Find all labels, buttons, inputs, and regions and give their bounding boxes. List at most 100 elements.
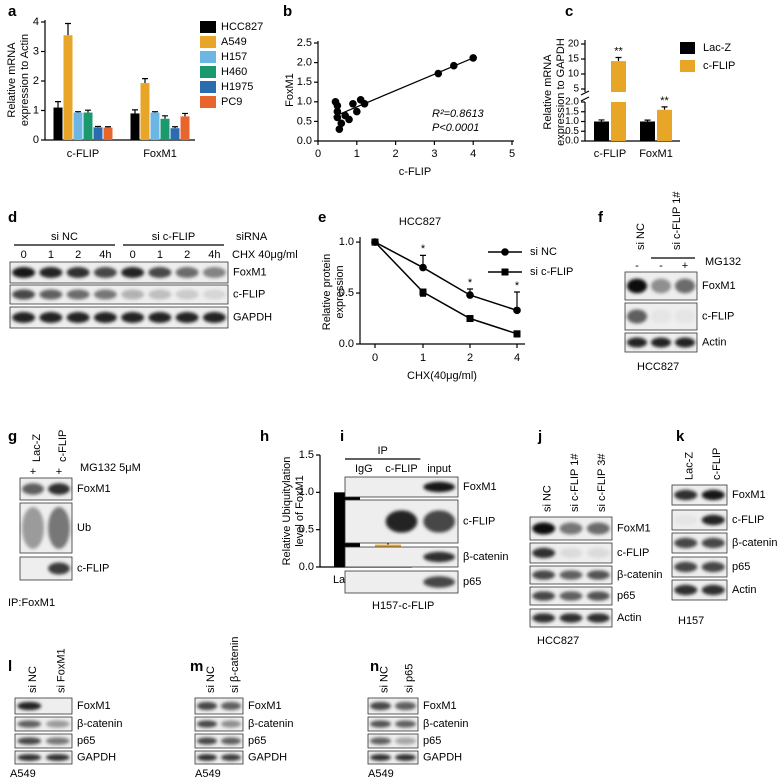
row-label: c-FLIP — [233, 288, 265, 300]
y-tick-label: 0.0 — [339, 338, 354, 350]
y-tick-label: 5 — [573, 84, 579, 95]
band — [45, 737, 70, 745]
error-bar — [661, 106, 668, 110]
band — [674, 278, 696, 294]
y-tick-label: 0.0 — [299, 561, 314, 573]
band — [674, 584, 698, 596]
band — [370, 701, 391, 711]
lane-label: si NC — [27, 666, 39, 693]
y-tick-label: 2 — [33, 75, 39, 87]
legend-label: H460 — [221, 66, 247, 78]
band — [93, 289, 117, 300]
bar — [150, 112, 160, 140]
panel-letter: l — [8, 658, 12, 675]
bar — [657, 109, 672, 141]
y-tick-label: 20 — [568, 39, 580, 50]
band — [385, 510, 418, 533]
band — [650, 309, 672, 324]
legend-label: Lac-Z — [703, 42, 731, 54]
row-label: β-catenin — [617, 569, 662, 581]
band — [202, 289, 226, 300]
error-bar — [142, 78, 148, 84]
y-tick-label: 10 — [568, 69, 580, 80]
x-tick-label: 1 — [420, 352, 426, 364]
band — [93, 312, 117, 323]
lane-label: si c-FLIP 1# — [569, 453, 581, 512]
legend-swatch — [680, 60, 695, 72]
x-tick-label: 5 — [509, 148, 515, 160]
panel-letter: g — [8, 428, 17, 445]
row-label: GAPDH — [248, 751, 287, 763]
row-label: FoxM1 — [463, 481, 497, 493]
lane-label: c-FLIP — [57, 430, 69, 462]
y-tick-label: 1 — [33, 104, 39, 116]
band — [196, 737, 218, 745]
treatment-mark: + — [30, 466, 36, 478]
blot-strip — [9, 261, 229, 284]
treatment-mark: - — [659, 260, 663, 272]
band — [48, 507, 70, 549]
x-tick-label: 2 — [467, 352, 473, 364]
y-tick-label: 0.5 — [299, 524, 314, 536]
y-axis-label: Relative mRNA — [542, 54, 554, 130]
row-label: β-catenin — [732, 537, 777, 549]
point — [335, 125, 344, 134]
band — [674, 561, 698, 573]
band — [559, 547, 583, 559]
band — [45, 754, 70, 761]
band — [532, 613, 556, 623]
error-bar — [85, 109, 91, 113]
band — [370, 754, 391, 761]
band — [66, 289, 90, 300]
error-bar — [132, 109, 138, 114]
band — [626, 337, 648, 348]
x-tick-label: c-FLIP — [67, 148, 99, 160]
y-tick-label: 1.5 — [565, 106, 579, 117]
x-tick-label: 3 — [431, 148, 437, 160]
row-label: p65 — [423, 735, 441, 747]
error-bar — [152, 111, 158, 113]
band — [196, 720, 218, 728]
panel-letter: m — [190, 658, 203, 675]
panel-letter: e — [318, 209, 326, 226]
legend-swatch — [200, 81, 216, 93]
lane-label: 4h — [208, 249, 220, 261]
y-axis-label: Relative mRNA — [6, 42, 18, 118]
legend-label: H157 — [221, 51, 247, 63]
band — [674, 309, 696, 324]
lane-label: Lac-Z — [31, 434, 43, 462]
point — [466, 291, 474, 299]
row-label: FoxM1 — [732, 489, 766, 501]
y-tick-label: 2.0 — [565, 97, 579, 108]
x-tick-label: 2 — [393, 148, 399, 160]
band — [586, 547, 610, 559]
chart-title: HCC827 — [399, 216, 441, 228]
band — [674, 514, 698, 526]
axis-break — [580, 90, 590, 96]
panel-letter: d — [8, 209, 17, 226]
row-label: FoxM1 — [77, 483, 111, 495]
annotation: P<0.0001 — [432, 122, 479, 134]
error-bar — [65, 22, 71, 36]
y-tick-label: 2.0 — [297, 57, 312, 69]
band — [66, 312, 90, 323]
row-label: FoxM1 — [423, 700, 457, 712]
bar — [53, 107, 63, 140]
legend-label: H1975 — [221, 81, 253, 93]
band — [674, 337, 696, 348]
band — [148, 312, 172, 323]
row-label: c-FLIP — [702, 310, 734, 322]
band — [121, 289, 145, 300]
band — [39, 312, 63, 323]
x-tick-label: c-FLIP — [594, 148, 626, 160]
band — [220, 737, 242, 745]
band — [196, 754, 218, 761]
blot-strip — [9, 306, 229, 329]
y-tick-label: 15 — [568, 54, 580, 65]
band — [701, 514, 725, 526]
band — [148, 289, 172, 300]
group-title: IP — [377, 445, 387, 457]
row-label: GAPDH — [77, 751, 116, 763]
bar — [73, 112, 83, 140]
